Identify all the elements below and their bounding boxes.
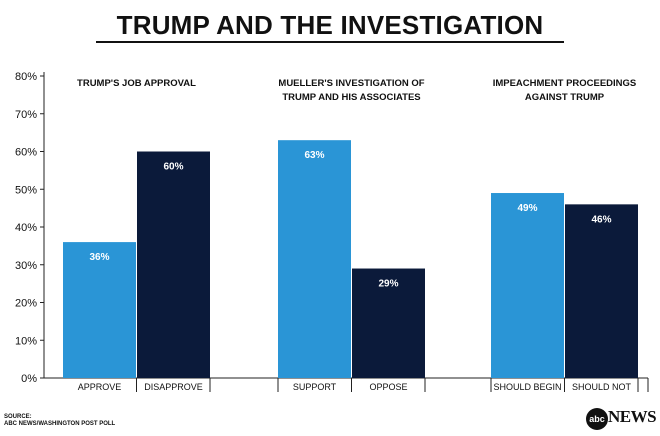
bar xyxy=(352,268,425,378)
abc-news-logo: abc NEWS xyxy=(586,406,658,434)
source-label: SOURCE: xyxy=(4,414,32,420)
y-tick-label: 10% xyxy=(15,335,37,347)
chart-title: TRUMP AND THE INVESTIGATION xyxy=(96,10,564,43)
y-tick-label: 0% xyxy=(21,373,37,385)
group-title: TRUMP AND HIS ASSOCIATES xyxy=(282,92,420,103)
group-title: AGAINST TRUMP xyxy=(525,92,605,103)
x-tick-label: SHOULD NOT xyxy=(572,382,632,392)
y-tick-label: 40% xyxy=(15,222,37,234)
bar xyxy=(137,151,210,378)
source-text: ABC NEWS/WASHINGTON POST POLL xyxy=(4,421,116,427)
news-logo-word: NEWS xyxy=(608,407,657,426)
bar-value-label: 46% xyxy=(591,214,611,225)
y-tick-label: 70% xyxy=(15,109,37,121)
x-tick-label: DISAPPROVE xyxy=(144,382,203,392)
bar xyxy=(63,242,136,378)
bar-value-label: 36% xyxy=(89,252,109,263)
x-tick-label: OPPOSE xyxy=(369,382,407,392)
bar-value-label: 49% xyxy=(517,203,537,214)
bar xyxy=(491,193,564,378)
x-tick-label: SUPPORT xyxy=(293,382,337,392)
group-title: MUELLER'S INVESTIGATION OF xyxy=(278,78,424,89)
x-tick-label: SHOULD BEGIN xyxy=(493,382,561,392)
bar xyxy=(565,204,638,378)
source-note: SOURCE: ABC NEWS/WASHINGTON POST POLL xyxy=(4,414,115,428)
abc-logo-mark: abc xyxy=(586,408,608,430)
y-tick-label: 20% xyxy=(15,298,37,310)
group-title: IMPEACHMENT PROCEEDINGS xyxy=(493,78,637,89)
bar-value-label: 29% xyxy=(378,279,398,290)
bar-value-label: 63% xyxy=(304,150,324,161)
bar-value-label: 60% xyxy=(163,162,183,173)
x-tick-label: APPROVE xyxy=(78,382,122,392)
group-title: TRUMP'S JOB APPROVAL xyxy=(77,78,196,89)
bar xyxy=(278,140,351,378)
y-tick-label: 30% xyxy=(15,260,37,272)
y-tick-label: 80% xyxy=(15,71,37,83)
y-tick-label: 60% xyxy=(15,147,37,159)
y-tick-label: 50% xyxy=(15,184,37,196)
